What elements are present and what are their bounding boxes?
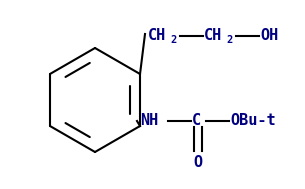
Text: O: O <box>193 155 203 170</box>
Text: CH: CH <box>204 28 222 43</box>
Text: OBu-t: OBu-t <box>230 113 276 128</box>
Text: 2: 2 <box>226 35 232 45</box>
Text: OH: OH <box>260 28 278 43</box>
Text: 2: 2 <box>170 35 176 45</box>
Text: NH: NH <box>140 113 158 128</box>
Text: C: C <box>192 113 201 128</box>
Text: CH: CH <box>148 28 166 43</box>
